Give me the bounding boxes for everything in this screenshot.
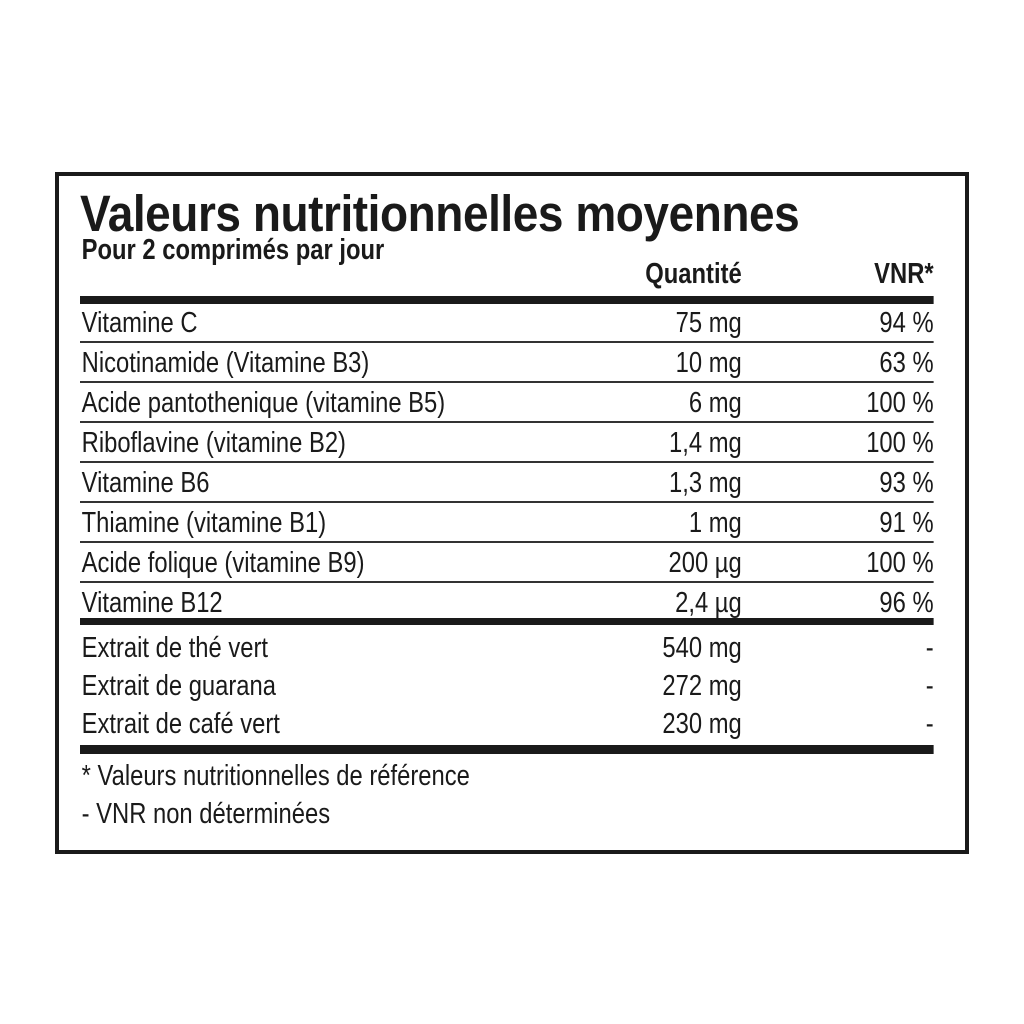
nutrient-name: Acide pantothenique (vitamine B5) bbox=[81, 387, 446, 419]
nutrient-quantity: 1 mg bbox=[688, 507, 742, 539]
nutrient-quantity: 6 mg bbox=[688, 387, 742, 419]
nutrient-vnr: 100 % bbox=[866, 547, 934, 579]
column-header-quantity: Quantité bbox=[645, 258, 742, 290]
nutrient-name: Thiamine (vitamine B1) bbox=[81, 507, 327, 539]
extract-vnr: - bbox=[925, 632, 934, 664]
vitamin-rows: Vitamine C 75 mg 94 % Nicotinamide (Vitami… bbox=[80, 303, 934, 621]
footer-divider bbox=[80, 745, 934, 754]
nutrient-name: Acide folique (vitamine B9) bbox=[81, 547, 365, 579]
extract-vnr: - bbox=[925, 670, 934, 702]
header-divider bbox=[80, 296, 934, 304]
table-row: Vitamine C 75 mg 94 % bbox=[80, 303, 934, 343]
table-row: Extrait de café vert 230 mg - bbox=[80, 704, 934, 742]
nutrient-vnr: 100 % bbox=[866, 427, 934, 459]
extract-name: Extrait de guarana bbox=[81, 670, 276, 702]
extract-rows: Extrait de thé vert 540 mg - Extrait de gu… bbox=[80, 628, 934, 742]
nutrient-vnr: 94 % bbox=[879, 307, 934, 339]
table-title: Valeurs nutritionnelles moyennes bbox=[80, 185, 800, 242]
extract-quantity: 272 mg bbox=[662, 670, 742, 702]
section-divider bbox=[80, 618, 934, 625]
nutrient-quantity: 10 mg bbox=[675, 347, 742, 379]
nutrient-quantity: 1,3 mg bbox=[669, 467, 742, 499]
extract-vnr: - bbox=[925, 708, 934, 740]
nutrient-quantity: 1,4 mg bbox=[669, 427, 742, 459]
nutrition-table: Valeurs nutritionnelles moyennes Pour 2 … bbox=[80, 172, 934, 852]
nutrient-vnr: 93 % bbox=[879, 467, 934, 499]
nutrient-quantity: 200 µg bbox=[668, 547, 742, 579]
extract-name: Extrait de thé vert bbox=[81, 632, 269, 664]
table-row: Extrait de thé vert 540 mg - bbox=[80, 628, 934, 666]
column-header-vnr: VNR* bbox=[874, 258, 934, 290]
extract-quantity: 540 mg bbox=[662, 632, 742, 664]
nutrient-name: Vitamine B12 bbox=[81, 587, 223, 619]
footnote-vnr-definition: * Valeurs nutritionnelles de référence bbox=[81, 760, 470, 792]
nutrition-table-border bbox=[55, 172, 969, 854]
table-row: Nicotinamide (Vitamine B3) 10 mg 63 % bbox=[80, 343, 934, 383]
table-row: Acide folique (vitamine B9) 200 µg 100 % bbox=[80, 543, 934, 583]
table-row: Extrait de guarana 272 mg - bbox=[80, 666, 934, 704]
extract-quantity: 230 mg bbox=[662, 708, 742, 740]
nutrient-name: Nicotinamide (Vitamine B3) bbox=[81, 347, 370, 379]
table-row: Vitamine B12 2,4 µg 96 % bbox=[80, 583, 934, 621]
nutrient-vnr: 100 % bbox=[866, 387, 934, 419]
nutrient-quantity: 2,4 µg bbox=[675, 587, 742, 619]
nutrient-name: Riboflavine (vitamine B2) bbox=[81, 427, 346, 459]
extract-name: Extrait de café vert bbox=[81, 708, 280, 740]
table-row: Riboflavine (vitamine B2) 1,4 mg 100 % bbox=[80, 423, 934, 463]
nutrient-vnr: 96 % bbox=[879, 587, 934, 619]
nutrient-name: Vitamine C bbox=[81, 307, 198, 339]
nutrient-quantity: 75 mg bbox=[675, 307, 742, 339]
table-subtitle: Pour 2 comprimés par jour bbox=[81, 234, 385, 266]
table-row: Acide pantothenique (vitamine B5) 6 mg 100… bbox=[80, 383, 934, 423]
table-row: Vitamine B6 1,3 mg 93 % bbox=[80, 463, 934, 503]
nutrient-vnr: 91 % bbox=[879, 507, 934, 539]
footnote-vnr-undetermined: - VNR non déterminées bbox=[81, 798, 331, 830]
nutrient-name: Vitamine B6 bbox=[81, 467, 210, 499]
nutrient-vnr: 63 % bbox=[879, 347, 934, 379]
footnotes: * Valeurs nutritionnelles de référence -… bbox=[82, 757, 470, 833]
table-row: Thiamine (vitamine B1) 1 mg 91 % bbox=[80, 503, 934, 543]
